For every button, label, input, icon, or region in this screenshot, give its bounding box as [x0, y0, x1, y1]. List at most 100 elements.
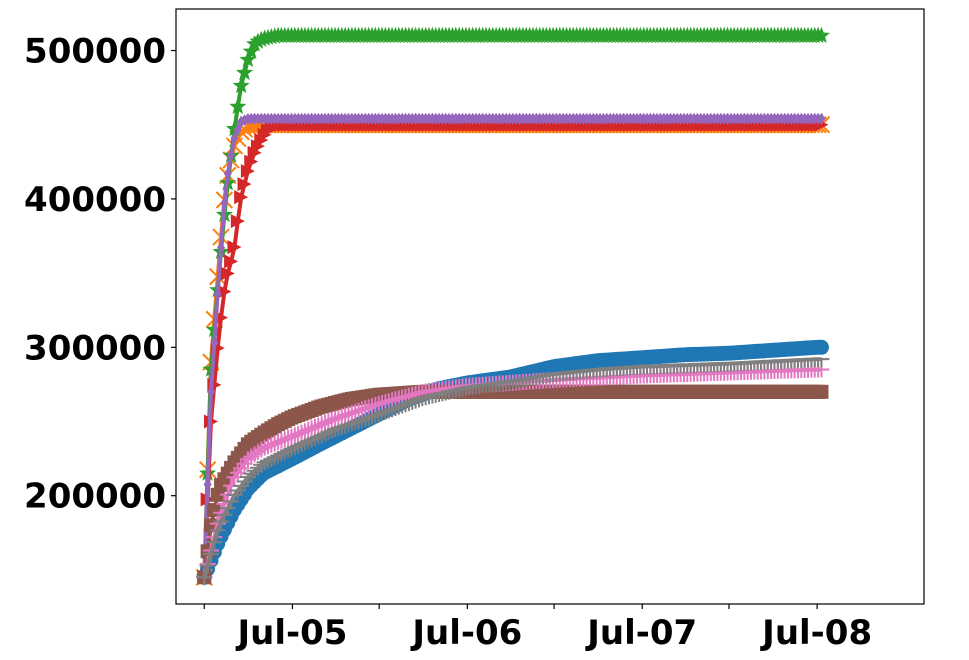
data-point [203, 478, 212, 491]
data-point [280, 449, 297, 459]
x-axis: Jul-05 Jul-06 Jul-07 Jul-08 [203, 604, 872, 653]
data-point [280, 430, 297, 447]
data-point [260, 438, 277, 455]
data-point [266, 456, 283, 466]
data-point [323, 412, 340, 429]
data-point [813, 339, 829, 355]
data-point [343, 422, 360, 432]
y-tick-label: 200000 [24, 477, 166, 517]
data-point [263, 457, 280, 467]
data-point [290, 444, 307, 454]
data-point [210, 336, 219, 349]
plot-frame [175, 8, 925, 605]
series-3 [195, 26, 830, 585]
data-point [206, 541, 223, 551]
data-point [347, 403, 364, 420]
data-point [357, 400, 374, 417]
data-point [230, 214, 245, 229]
y-tick-label: 500000 [24, 32, 166, 72]
data-point [303, 438, 320, 448]
data-point [333, 425, 350, 435]
data-point [410, 398, 427, 408]
data-point [340, 406, 357, 423]
data-point [236, 480, 253, 490]
data-point [236, 63, 254, 81]
data-point [249, 466, 266, 476]
data-point [323, 429, 340, 439]
data-point [293, 443, 310, 453]
data-point [234, 190, 249, 205]
data-point [320, 413, 337, 430]
y-tick-label: 300000 [24, 328, 166, 368]
data-point [266, 435, 283, 452]
data-point [347, 421, 364, 431]
data-point [293, 424, 310, 441]
data-point [283, 447, 300, 457]
data-point [230, 132, 239, 145]
data-point [337, 424, 354, 434]
data-point [327, 410, 344, 427]
data-point [253, 441, 270, 458]
data-point [270, 454, 287, 464]
data-point [196, 576, 213, 586]
data-point [313, 416, 330, 433]
data-point [199, 564, 216, 574]
data-point [812, 26, 830, 43]
data-point [367, 414, 384, 424]
data-point [213, 520, 230, 530]
data-point [206, 385, 215, 398]
data-point [377, 410, 394, 420]
x-tick-label: Jul-07 [585, 613, 697, 653]
x-tick-label: Jul-05 [235, 613, 347, 653]
data-point [290, 425, 307, 442]
data-point [390, 405, 407, 415]
data-point [239, 476, 256, 486]
data-point [397, 403, 414, 413]
y-tick-label: 400000 [24, 180, 166, 220]
data-point [817, 112, 826, 125]
data-point [360, 399, 377, 416]
data-point [273, 432, 290, 449]
data-point [384, 408, 401, 418]
data-point [370, 413, 387, 423]
data-point [249, 443, 266, 460]
data-point [220, 197, 229, 210]
data-point [306, 419, 323, 436]
series-6 [197, 384, 829, 585]
data-point [223, 167, 232, 180]
data-point [217, 241, 226, 254]
data-point [273, 452, 290, 462]
data-point [306, 437, 323, 447]
data-point [223, 500, 240, 510]
data-point [330, 409, 347, 426]
data-point [394, 404, 411, 414]
data-point [225, 120, 243, 137]
data-point [300, 440, 317, 450]
data-point [320, 431, 337, 441]
series-line [202, 367, 822, 578]
data-point [296, 441, 313, 451]
data-point [216, 513, 233, 523]
x-tick-label: Jul-06 [410, 613, 522, 653]
data-point [360, 416, 377, 426]
data-point [353, 418, 370, 428]
data-point [350, 402, 367, 419]
data-point [317, 432, 334, 442]
data-point [813, 358, 830, 368]
data-point [276, 431, 293, 448]
data-point [300, 421, 317, 438]
data-point [229, 489, 246, 499]
data-point [283, 428, 300, 445]
data-point [227, 240, 242, 255]
data-point [243, 472, 260, 482]
data-point [224, 254, 239, 269]
data-point [220, 266, 235, 281]
data-point [276, 451, 293, 461]
data-point [233, 123, 242, 136]
data-point [263, 436, 280, 453]
data-point [219, 507, 236, 517]
data-point [353, 401, 370, 418]
data-point [286, 446, 303, 456]
data-point [327, 428, 344, 438]
